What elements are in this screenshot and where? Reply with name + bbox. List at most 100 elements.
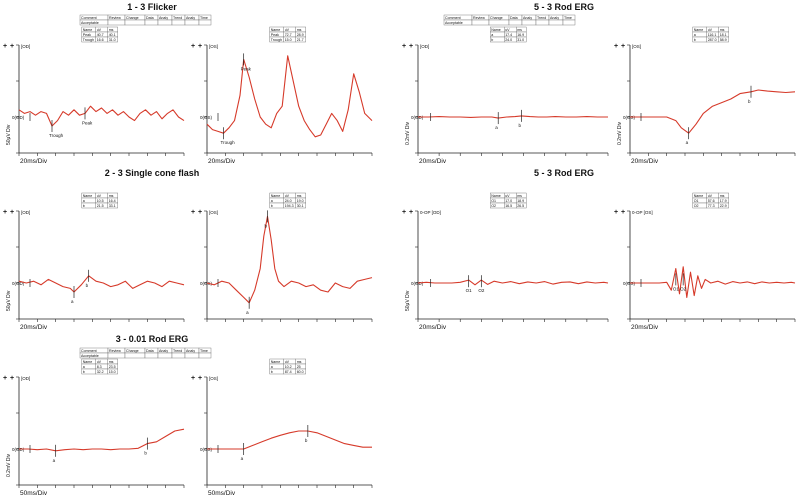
marker-table-text: a xyxy=(83,365,85,369)
y-axis-label: 50μV Div xyxy=(405,290,411,311)
marker-table-header-text: Name xyxy=(83,28,93,32)
x-axis-label: 20ms/Div xyxy=(419,324,447,331)
x-axis-label: 20ms/Div xyxy=(631,324,659,331)
baseline-label: 0(OD) xyxy=(12,447,25,452)
plus-mark: + xyxy=(3,43,7,50)
plus-mark: + xyxy=(3,375,7,382)
marker-table-text: 10.2 xyxy=(285,365,292,369)
marker-table-header-text: ms xyxy=(109,360,114,364)
panel-eye-label: 0-OP [OS] xyxy=(632,210,653,215)
status-header-text: Time xyxy=(200,349,208,353)
marker-table-text: 30.1 xyxy=(297,204,304,208)
panel-eye-label: [OS] xyxy=(209,376,218,381)
peak-marker-label: b xyxy=(86,283,89,288)
status-value-cell xyxy=(521,19,537,26)
marker-table-cell xyxy=(107,368,118,375)
waveform-trace xyxy=(630,89,796,134)
marker-table-cell xyxy=(295,368,306,375)
marker-table-header-text: uV xyxy=(505,194,510,198)
y-axis-label: 50μV Div xyxy=(6,290,12,311)
marker-table-text: b xyxy=(83,370,85,374)
marker-table-text: 10.5 xyxy=(97,199,104,203)
status-header-text: Comment xyxy=(81,349,97,353)
marker-table-text: 24.0 xyxy=(505,38,512,42)
marker-table-text: O2 xyxy=(491,204,496,208)
peak-marker-label: Peak xyxy=(241,66,252,71)
marker-table-text: 17.4 xyxy=(505,33,512,37)
marker-table-header-text: ms xyxy=(109,194,114,198)
peak-marker-label: a xyxy=(246,310,249,315)
panel-eye-label: [OD] xyxy=(21,210,30,215)
marker-table-cell xyxy=(107,202,118,209)
marker-table-cell xyxy=(718,202,729,209)
baseline-label: 0(OS) xyxy=(200,115,213,120)
marker-table-header-text: Name xyxy=(694,28,704,32)
baseline-label: 0(OS) xyxy=(623,115,636,120)
marker-table-text: 33.1 xyxy=(109,204,116,208)
marker-table-text: 8.3 xyxy=(97,365,102,369)
marker-table-text: a xyxy=(491,33,493,37)
chart-title: 5 - 3 Rod ERG xyxy=(534,2,594,12)
marker-table-text: b xyxy=(491,38,493,42)
status-header-text: Trend xyxy=(173,16,182,20)
peak-marker-label: a xyxy=(71,299,74,304)
status-value-cell xyxy=(471,19,490,26)
baseline-label: 0(OD) xyxy=(411,115,424,120)
panel-eye-label: 0-OP [OD] xyxy=(420,210,441,215)
plus-mark: + xyxy=(614,209,618,216)
status-value-text: Acceptable xyxy=(81,354,99,358)
status-value-cell xyxy=(488,19,510,26)
plus-mark: + xyxy=(10,375,14,382)
marker-table-cell xyxy=(295,202,306,209)
baseline-label: 0(OS) xyxy=(200,447,213,452)
marker-table-text: 31.0 xyxy=(517,38,524,42)
marker-table-header-text: Name xyxy=(271,360,281,364)
marker-table-text: 40.1 xyxy=(109,33,116,37)
marker-table-cell xyxy=(718,36,729,43)
status-value-cell xyxy=(124,352,146,359)
baseline-label: 0(OS) xyxy=(623,281,636,286)
peak-marker-label: b xyxy=(518,123,521,128)
marker-table-header-text: Name xyxy=(83,360,93,364)
marker-table-header-text: ms xyxy=(517,28,522,32)
marker-table-header-text: uV xyxy=(97,360,102,364)
plus-mark: + xyxy=(614,43,618,50)
marker-table-text: a xyxy=(694,33,696,37)
x-axis-label: 50ms/Div xyxy=(208,490,236,497)
peak-marker-label: Peak xyxy=(82,120,93,125)
status-header-text: Data xyxy=(146,16,154,20)
peak-marker-label: a xyxy=(53,458,56,463)
marker-table-text: 25 xyxy=(297,365,301,369)
marker-table-text: O1 xyxy=(694,199,699,203)
plus-mark: + xyxy=(198,43,202,50)
x-axis-label: 20ms/Div xyxy=(20,324,48,331)
marker-table-text: 26.5 xyxy=(517,204,524,208)
status-value-cell xyxy=(184,19,200,26)
plus-mark: + xyxy=(409,209,413,216)
peak-marker-label: a xyxy=(241,456,244,461)
status-header-text: Change xyxy=(490,16,503,20)
status-value-cell xyxy=(157,352,173,359)
marker-table-text: 28.9 xyxy=(297,33,304,37)
status-value-cell xyxy=(562,19,576,26)
marker-table-text: 22.9 xyxy=(720,204,727,208)
marker-table-cell xyxy=(516,36,527,43)
panel-eye-label: [OD] xyxy=(21,376,30,381)
marker-table-text: Trough xyxy=(83,38,94,42)
plus-mark: + xyxy=(402,209,406,216)
baseline-label: 0(OD) xyxy=(12,115,25,120)
waveform-trace xyxy=(18,105,185,127)
marker-table-text: 116.1 xyxy=(708,33,717,37)
status-header-text: Change xyxy=(126,16,139,20)
status-header-text: Analy xyxy=(550,16,559,20)
marker-table-text: a xyxy=(271,199,273,203)
marker-table-text: Peak xyxy=(271,33,279,37)
panel-eye-label: [OD] xyxy=(420,44,429,49)
peak-marker-label: Trough xyxy=(49,133,64,138)
chart-title: 3 - 0.01 Rod ERG xyxy=(116,334,189,344)
marker-table-text: 32.2 xyxy=(97,370,104,374)
x-axis-label: 20ms/Div xyxy=(20,158,48,165)
marker-table-text: 40.7 xyxy=(97,33,104,37)
plus-mark: + xyxy=(402,43,406,50)
marker-table-text: 17.0 xyxy=(505,199,512,203)
